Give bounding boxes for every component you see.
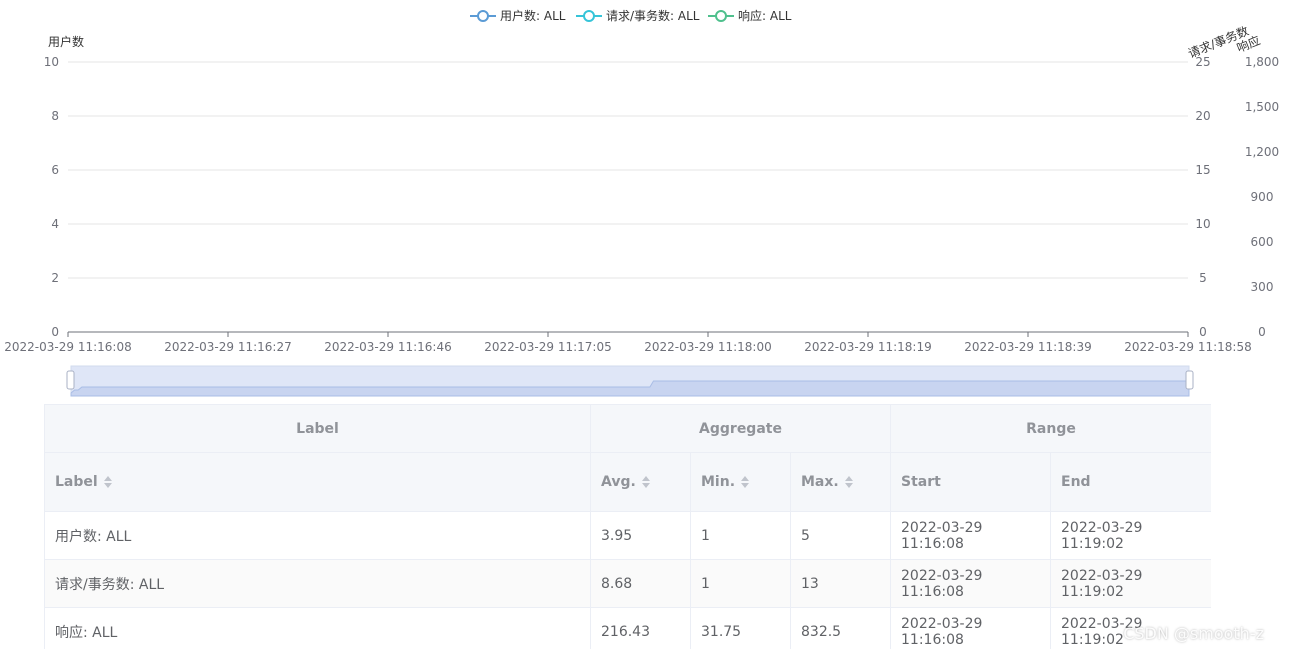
x-tick-label: 2022-03-29 11:16:27	[164, 340, 291, 354]
legend-label: 响应: ALL	[738, 8, 792, 23]
x-tick-label: 2022-03-29 11:18:58	[1124, 340, 1251, 354]
legend-marker-icon	[715, 10, 727, 22]
sort-icon[interactable]	[844, 475, 853, 489]
y-tick-label-right2: 1,500	[1245, 100, 1279, 114]
y-tick-label-right2: 1,800	[1245, 55, 1279, 69]
x-tick-label: 2022-03-29 11:16:46	[324, 340, 451, 354]
cell-avg: 8.68	[590, 559, 691, 608]
y-tick-label-right1: 0	[1199, 325, 1207, 339]
x-tick-label: 2022-03-29 11:18:00	[644, 340, 771, 354]
legend-marker-icon	[583, 10, 595, 22]
column-header-label[interactable]: Label	[44, 452, 591, 512]
y-tick-label-left: 4	[51, 217, 59, 231]
chart-legend[interactable]: 用户数: ALL 请求/事务数: ALL 响应: ALL	[470, 8, 792, 23]
cell-start: 2022-03-29 11:16:08	[890, 559, 1052, 608]
y-tick-label-left: 10	[44, 55, 59, 69]
legend-label: 请求/事务数: ALL	[606, 8, 700, 23]
zoom-handle-right[interactable]	[1185, 370, 1194, 390]
legend-label: 用户数: ALL	[500, 8, 566, 23]
cell-end: 2022-03-29 11:19:02	[1050, 511, 1211, 560]
group-header-range: Range	[890, 404, 1211, 453]
y-tick-label-left: 2	[51, 271, 59, 285]
y-tick-label-right1: 10	[1195, 217, 1210, 231]
table-row: 请求/事务数: ALL 8.68 1 13 2022-03-29 11:16:0…	[44, 559, 1211, 608]
y-tick-label-right1: 5	[1199, 271, 1207, 285]
column-header-start: Start	[890, 452, 1052, 512]
column-header-avg[interactable]: Avg.	[590, 452, 691, 512]
x-tick-label: 2022-03-29 11:17:05	[484, 340, 611, 354]
cell-max: 13	[789, 559, 892, 608]
cell-min: 31.75	[690, 607, 791, 649]
x-tick-label: 2022-03-29 11:18:19	[804, 340, 931, 354]
x-tick-label: 2022-03-29 11:16:08	[4, 340, 131, 354]
legend-item-2[interactable]: 响应: ALL	[708, 8, 792, 23]
y-tick-label-right1: 15	[1195, 163, 1210, 177]
y-tick-label-left: 6	[51, 163, 59, 177]
cell-max: 832.5	[789, 607, 892, 649]
chart-area: 0 2 4 6 8 10 用户数 0 5 10 15 20 25 请求/事务数 0 300 600 900 1,20…	[4, 8, 1279, 397]
cell-end: 2022-03-29 11:19:02	[1050, 607, 1211, 649]
x-tick-label: 2022-03-29 11:18:39	[964, 340, 1091, 354]
zoom-handle-left[interactable]	[66, 370, 75, 390]
y-tick-label-right1: 20	[1195, 109, 1210, 123]
y-tick-label-left: 0	[51, 325, 59, 339]
chart-grid	[68, 61, 1188, 333]
zoom-preview-area	[70, 380, 1190, 397]
cell-min: 1	[690, 511, 791, 560]
cell-avg: 216.43	[590, 607, 691, 649]
group-header-label: Label	[44, 404, 591, 453]
cell-label: 用户数: ALL	[44, 511, 591, 560]
cell-avg: 3.95	[590, 511, 691, 560]
y-tick-label-right1: 25	[1195, 55, 1210, 69]
cell-min: 1	[690, 559, 791, 608]
cell-end: 2022-03-29 11:19:02	[1050, 559, 1211, 608]
line-chart: 0246810用户数0510152025请求/事务数03006009001,20…	[4, 8, 1279, 397]
cell-label: 响应: ALL	[44, 607, 591, 649]
sort-icon[interactable]	[641, 475, 650, 489]
chart-axes: 0246810用户数0510152025请求/事务数03006009001,20…	[4, 23, 1279, 354]
sort-icon[interactable]	[103, 475, 112, 489]
y-tick-label-left: 8	[51, 109, 59, 123]
y-axis-name-left: 用户数	[48, 34, 84, 49]
legend-marker-icon	[477, 10, 489, 22]
y-tick-label-right2: 1,200	[1245, 145, 1279, 159]
y-tick-label-right2: 600	[1251, 235, 1274, 249]
cell-start: 2022-03-29 11:16:08	[890, 511, 1052, 560]
y-tick-label-right2: 300	[1251, 280, 1274, 294]
table-row: 用户数: ALL 3.95 1 5 2022-03-29 11:16:08 20…	[44, 511, 1211, 560]
column-header-end: End	[1050, 452, 1211, 512]
y-tick-label-right2: 0	[1258, 325, 1266, 339]
column-header-max[interactable]: Max.	[789, 452, 892, 512]
cell-start: 2022-03-29 11:16:08	[890, 607, 1052, 649]
column-header-min[interactable]: Min.	[690, 452, 791, 512]
group-header-aggregate: Aggregate	[589, 404, 892, 453]
watermark: CSDN @smooth-z	[1123, 624, 1264, 643]
sort-icon[interactable]	[741, 475, 750, 489]
legend-item-1[interactable]: 请求/事务数: ALL	[576, 8, 700, 23]
cell-max: 5	[789, 511, 892, 560]
y-tick-label-right2: 900	[1251, 190, 1274, 204]
cell-label: 请求/事务数: ALL	[44, 559, 591, 608]
summary-table: Label Aggregate Range Label Avg. Min. Ma…	[44, 404, 1211, 649]
data-zoom-slider[interactable]	[66, 365, 1194, 397]
table-row: 响应: ALL 216.43 31.75 832.5 2022-03-29 11…	[44, 607, 1211, 649]
legend-item-0[interactable]: 用户数: ALL	[470, 8, 566, 23]
